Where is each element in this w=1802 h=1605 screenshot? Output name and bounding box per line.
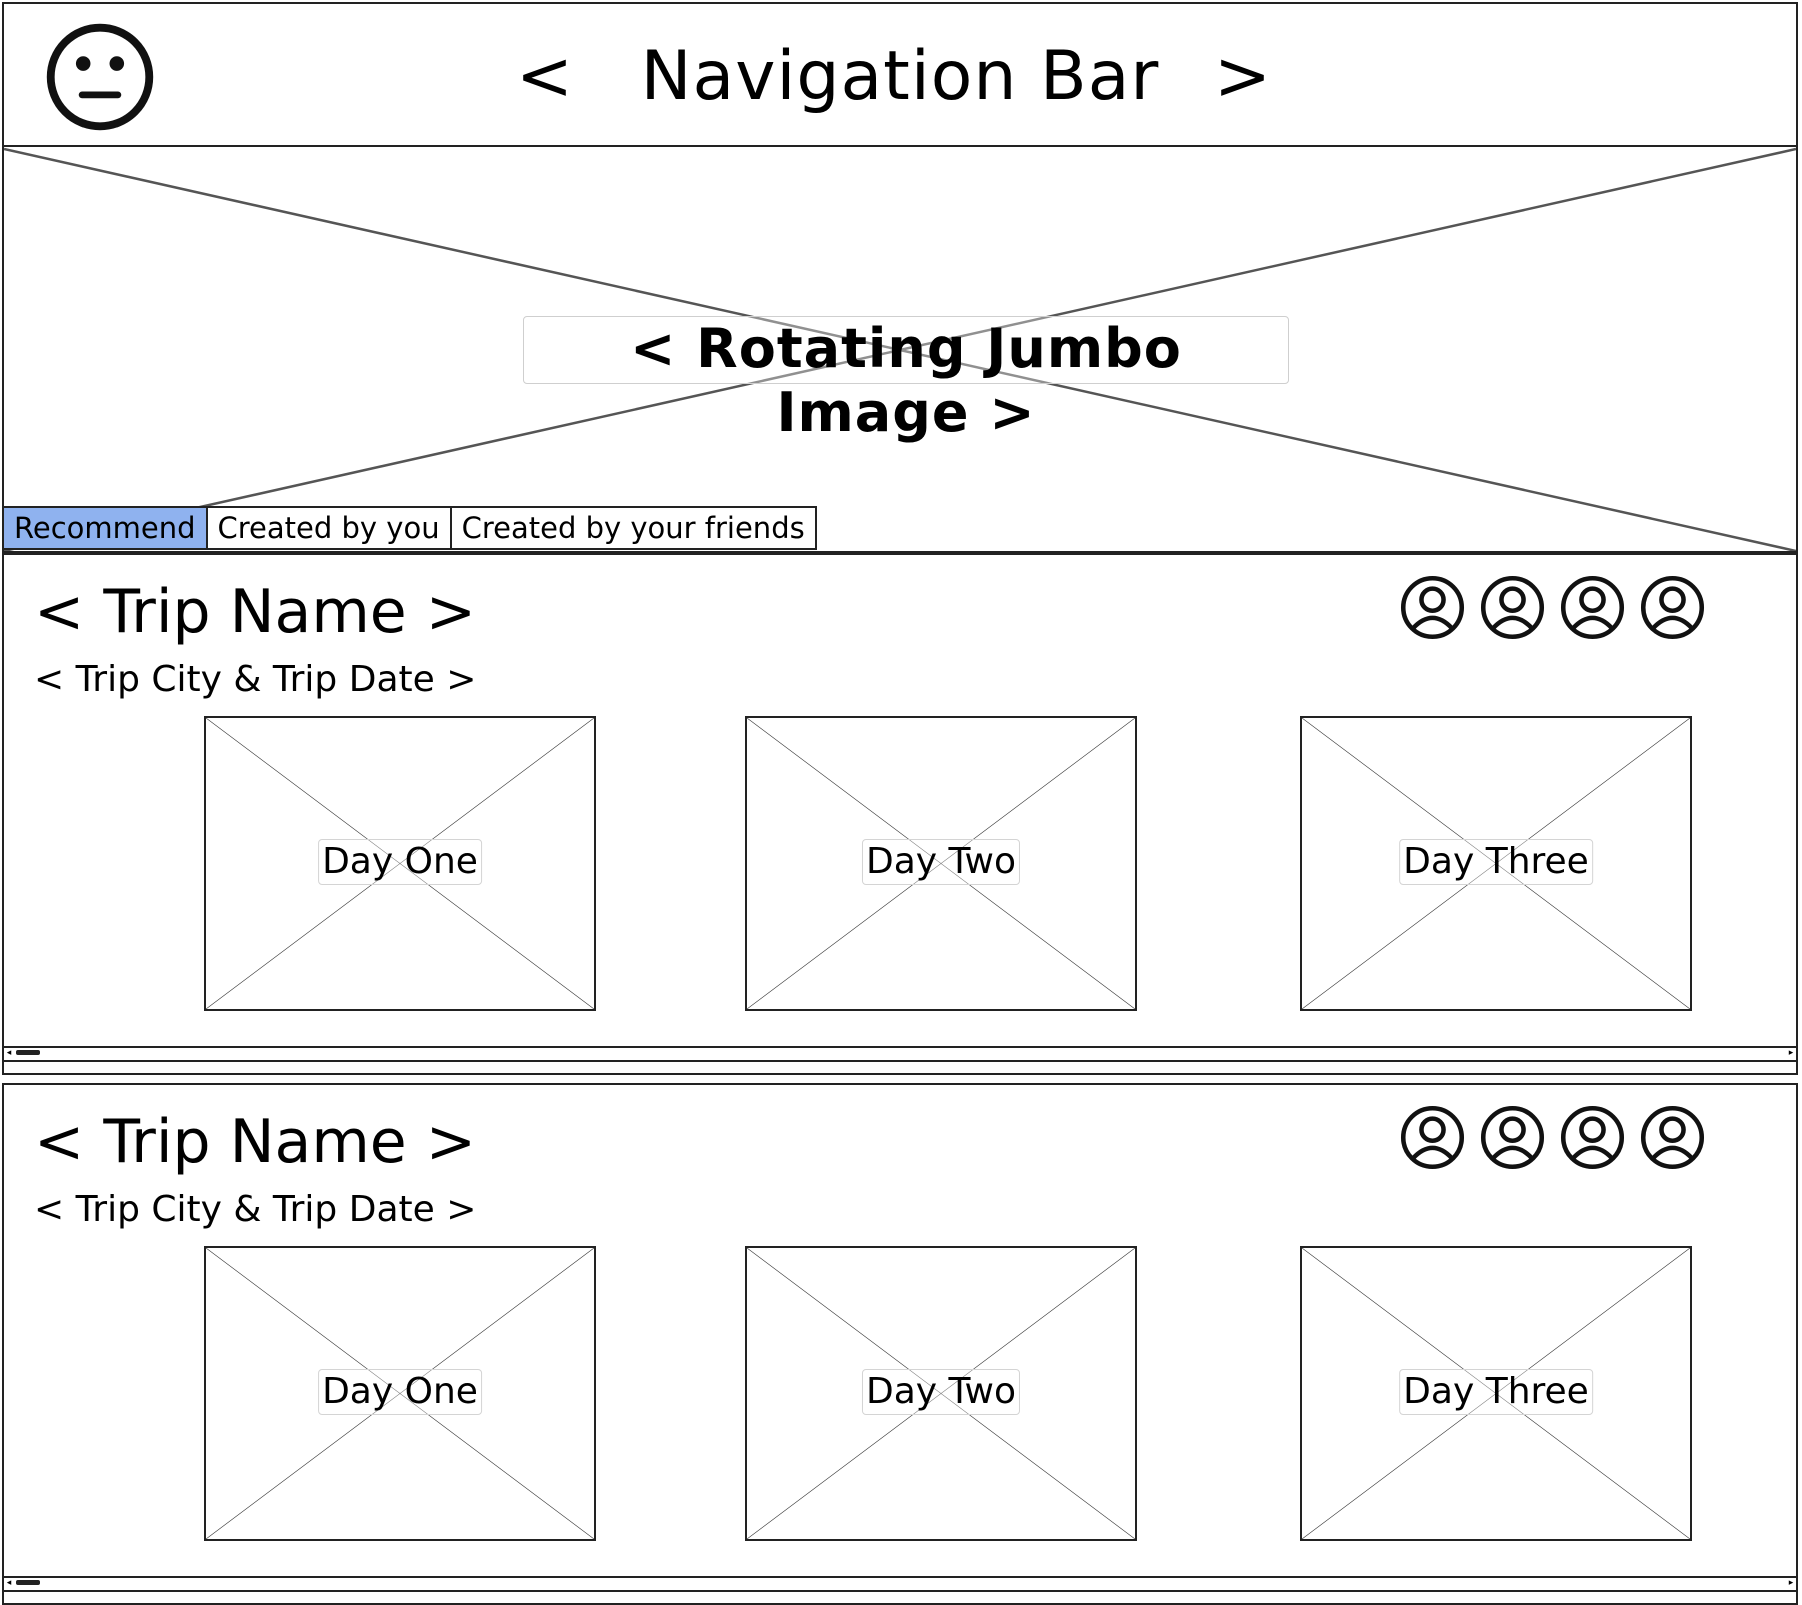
user-avatar-icon[interactable] [1560, 575, 1625, 640]
scroll-left-icon[interactable]: ◂ [6, 1578, 12, 1588]
day-image-placeholder[interactable]: Day Two [745, 1246, 1137, 1541]
day-label: Day Two [861, 1369, 1021, 1415]
day-label: Day Three [1399, 1369, 1593, 1415]
image-placeholder-cross [206, 718, 594, 1009]
image-placeholder-cross [4, 147, 1796, 551]
user-avatar-icon[interactable] [1640, 575, 1705, 640]
day-image-placeholder[interactable]: Day Two [745, 716, 1137, 1011]
trip-card[interactable]: < Trip Name > < Trip City & Trip Date > … [2, 1083, 1798, 1605]
trip-city-date: < Trip City & Trip Date > [34, 659, 477, 700]
day-label: Day Two [861, 839, 1021, 885]
user-avatar-icon[interactable] [1640, 1105, 1705, 1170]
day-image-placeholder[interactable]: Day One [204, 716, 596, 1011]
day-image-placeholder[interactable]: Day One [204, 1246, 596, 1541]
nav-next-button[interactable]: > [1214, 37, 1271, 116]
user-avatar-icon[interactable] [1400, 1105, 1465, 1170]
trip-card[interactable]: < Trip Name > < Trip City & Trip Date > … [2, 553, 1798, 1075]
trip-city-date: < Trip City & Trip Date > [34, 1189, 477, 1230]
scroll-right-icon[interactable]: ▸ [1788, 1048, 1794, 1058]
scrollbar-thumb[interactable] [16, 1580, 40, 1585]
jumbo-label: < Rotating Jumbo Image > [523, 316, 1289, 444]
trip-name: < Trip Name > [34, 1107, 477, 1177]
navigation-bar: < Navigation Bar > [2, 2, 1798, 147]
tab-created-by-you[interactable]: Created by you [205, 506, 450, 550]
trip-members [1400, 1105, 1705, 1170]
day-label: Day One [318, 1369, 482, 1415]
tab-bar: Recommend Created by you Created by your… [2, 506, 817, 550]
trip-name: < Trip Name > [34, 577, 477, 647]
neutral-face-icon[interactable] [44, 21, 156, 133]
image-placeholder-cross [1302, 1248, 1690, 1539]
tab-created-by-friends[interactable]: Created by your friends [449, 506, 817, 550]
user-avatar-icon[interactable] [1400, 575, 1465, 640]
trip-members [1400, 575, 1705, 640]
user-avatar-icon[interactable] [1560, 1105, 1625, 1170]
image-placeholder-cross [747, 718, 1135, 1009]
scroll-left-icon[interactable]: ◂ [6, 1048, 12, 1058]
user-avatar-icon[interactable] [1480, 575, 1545, 640]
user-avatar-icon[interactable] [1480, 1105, 1545, 1170]
image-placeholder-cross [747, 1248, 1135, 1539]
day-image-placeholder[interactable]: Day Three [1300, 716, 1692, 1011]
day-label: Day One [318, 839, 482, 885]
day-label: Day Three [1399, 839, 1593, 885]
image-placeholder-cross [206, 1248, 594, 1539]
horizontal-scrollbar[interactable]: ◂ ▸ [4, 1046, 1796, 1062]
scroll-right-icon[interactable]: ▸ [1788, 1578, 1794, 1588]
image-placeholder-cross [1302, 718, 1690, 1009]
day-image-placeholder[interactable]: Day Three [1300, 1246, 1692, 1541]
scrollbar-thumb[interactable] [16, 1050, 40, 1055]
jumbo-image-placeholder[interactable]: < Rotating Jumbo Image > [2, 147, 1798, 553]
horizontal-scrollbar[interactable]: ◂ ▸ [4, 1576, 1796, 1592]
nav-title: Navigation Bar [640, 37, 1160, 116]
nav-prev-button[interactable]: < [516, 37, 573, 116]
tab-recommend[interactable]: Recommend [2, 506, 206, 550]
